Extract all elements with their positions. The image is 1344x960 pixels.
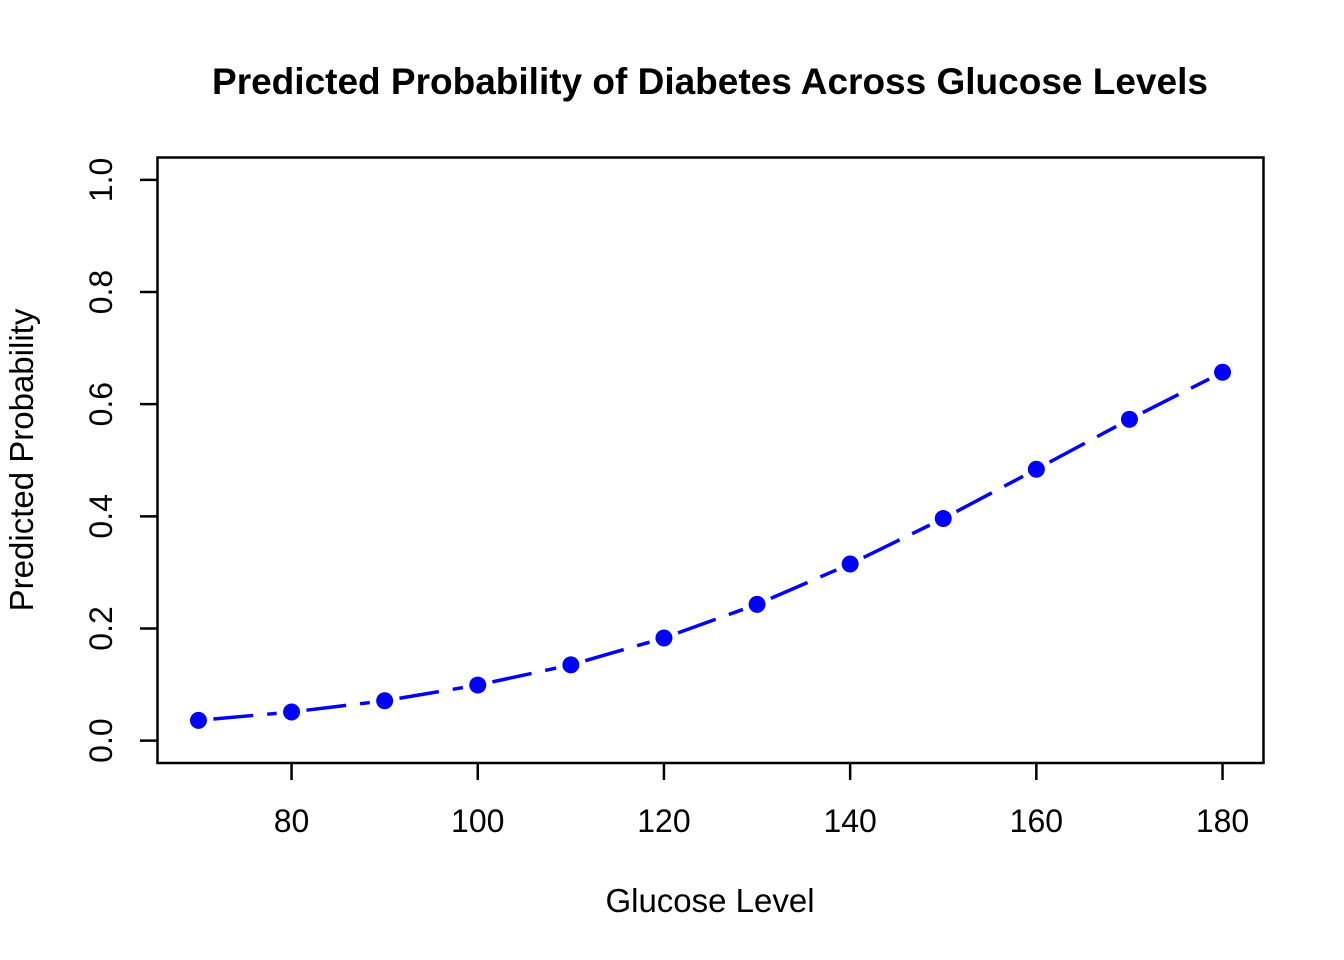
series-line-segment [1142, 377, 1210, 415]
plot-box [156, 156, 1265, 765]
y-tick-label: 1.0 [83, 158, 119, 202]
y-axis-label: Predicted Probability [3, 308, 40, 611]
data-point [1120, 410, 1138, 428]
x-tick-label: 100 [451, 803, 504, 839]
data-point [841, 555, 859, 573]
x-tick-label: 120 [637, 803, 690, 839]
series-line-segment [492, 666, 557, 684]
series-line-segment [677, 607, 744, 635]
series-line-segment [584, 640, 651, 663]
y-tick-label: 0.6 [83, 382, 119, 426]
y-tick-label: 0.8 [83, 270, 119, 314]
data-point [1214, 363, 1232, 381]
series-line-segment [770, 568, 838, 600]
data-point [189, 711, 207, 729]
series-line-segment [213, 711, 277, 721]
data-point [1027, 460, 1045, 478]
data-point [934, 510, 952, 528]
y-tick-label: 0.2 [83, 606, 119, 650]
data-point [562, 656, 580, 674]
data-point [376, 692, 394, 710]
series-line-segment [306, 700, 370, 712]
x-tick-label: 180 [1196, 803, 1249, 839]
x-tick-label: 140 [823, 803, 876, 839]
chart-title: Predicted Probability of Diabetes Across… [212, 61, 1208, 102]
data-series [189, 363, 1232, 729]
data-point [469, 676, 487, 694]
y-axis: 0.0 0.2 0.4 0.6 0.8 1.0 [83, 158, 157, 763]
data-point [655, 629, 673, 647]
x-axis-label: Glucose Level [605, 882, 814, 919]
x-axis: 80 100 120 140 160 180 [274, 763, 1249, 839]
y-tick-label: 0.0 [83, 718, 119, 762]
x-tick-label: 160 [1010, 803, 1063, 839]
series-line-segment [955, 474, 1024, 514]
x-tick-label: 80 [274, 803, 310, 839]
series-line-segment [399, 685, 464, 700]
series-line-segment [1048, 424, 1118, 464]
series-line-segment [862, 523, 931, 559]
data-point [283, 703, 301, 721]
data-point [748, 595, 766, 613]
y-tick-label: 0.4 [83, 494, 119, 538]
